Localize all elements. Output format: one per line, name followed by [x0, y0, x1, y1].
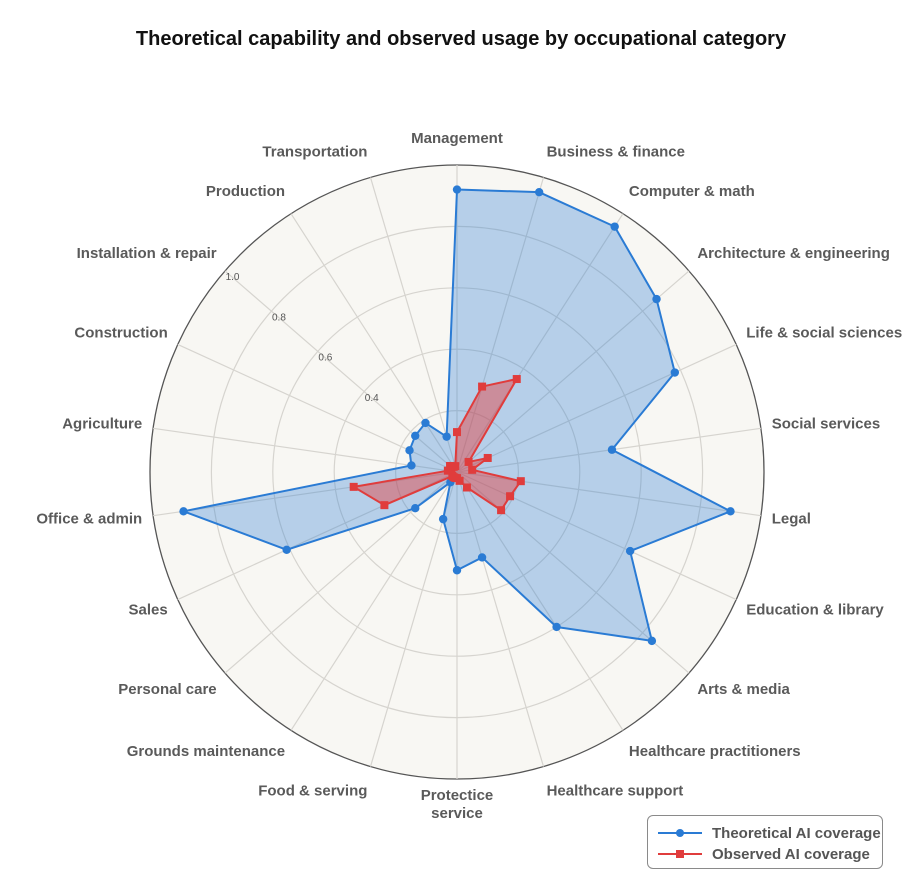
- data-point-theoretical[interactable]: [610, 222, 619, 231]
- data-point-theoretical[interactable]: [405, 446, 414, 455]
- category-label: Computer & math: [629, 183, 755, 200]
- category-label: Grounds maintenance: [127, 743, 285, 760]
- category-label: Education & library: [746, 601, 884, 618]
- data-point-observed[interactable]: [462, 483, 471, 492]
- spoke: [456, 471, 737, 601]
- data-point-observed[interactable]: [468, 465, 477, 474]
- data-point-theoretical[interactable]: [647, 636, 657, 646]
- spoke: [290, 213, 458, 473]
- data-point-theoretical[interactable]: [179, 507, 188, 516]
- category-label: Agriculture: [62, 416, 142, 433]
- data-point-observed[interactable]: [478, 382, 487, 391]
- data-point-observed[interactable]: [453, 428, 461, 437]
- data-point-observed[interactable]: [451, 462, 460, 471]
- tick-label: 1.0: [226, 272, 240, 283]
- spoke: [290, 471, 458, 731]
- data-point-theoretical[interactable]: [411, 503, 420, 513]
- data-point-theoretical[interactable]: [607, 445, 617, 454]
- chart-title: Theoretical capability and observed usag…: [135, 28, 787, 50]
- data-point-theoretical[interactable]: [282, 545, 291, 554]
- spoke: [456, 270, 690, 473]
- category-label: Protectice service: [421, 787, 494, 822]
- category-label: Healthcare practitioners: [629, 743, 801, 760]
- data-point-theoretical[interactable]: [452, 185, 462, 194]
- circle-marker-icon: [658, 829, 702, 837]
- category-label: Business & finance: [547, 143, 685, 160]
- category-label: Construction: [74, 325, 167, 342]
- category-label: Architecture & engineering: [697, 245, 890, 262]
- data-point-observed[interactable]: [497, 506, 506, 515]
- data-point-observed[interactable]: [506, 492, 515, 501]
- data-point-theoretical[interactable]: [726, 507, 735, 516]
- data-point-observed[interactable]: [349, 482, 358, 491]
- data-point-theoretical[interactable]: [421, 418, 430, 428]
- legend-label: Observed AI coverage: [712, 845, 870, 863]
- data-point-theoretical[interactable]: [625, 546, 635, 556]
- data-point-theoretical[interactable]: [452, 566, 462, 575]
- spoke: [153, 427, 458, 473]
- tick-label: 0.6: [318, 353, 332, 364]
- legend-item-theoretical[interactable]: Theoretical AI coverage: [658, 823, 881, 843]
- category-label: Installation & repair: [77, 245, 217, 262]
- spoke: [456, 471, 624, 731]
- spoke: [456, 213, 624, 473]
- data-point-observed[interactable]: [448, 472, 457, 481]
- category-label: Life & social sciences: [746, 325, 902, 342]
- legend-label: Theoretical AI coverage: [712, 824, 881, 842]
- data-point-theoretical[interactable]: [552, 622, 561, 632]
- category-label: Transportation: [262, 143, 367, 160]
- data-point-observed[interactable]: [483, 453, 492, 462]
- data-point-theoretical[interactable]: [438, 514, 448, 524]
- data-point-theoretical[interactable]: [477, 553, 487, 562]
- data-point-theoretical[interactable]: [411, 431, 420, 441]
- spoke: [456, 471, 761, 517]
- data-point-observed[interactable]: [512, 375, 521, 384]
- category-label: Legal: [772, 510, 811, 527]
- category-label: Sales: [129, 601, 168, 618]
- category-label: Healthcare support: [547, 782, 684, 799]
- spoke: [456, 343, 737, 473]
- spoke: [456, 471, 545, 767]
- category-label: Management: [411, 130, 503, 147]
- data-point-observed[interactable]: [380, 501, 389, 510]
- radial-tick-labels: 0.4 0.6 0.8 1.0: [226, 272, 380, 404]
- category-label: Office & admin: [36, 510, 142, 527]
- category-labels: Management Business & finance Computer & m…: [36, 130, 902, 822]
- category-label: Social services: [772, 416, 880, 433]
- radar-series: [179, 185, 735, 646]
- spoke: [369, 177, 458, 473]
- category-label: Production: [206, 183, 285, 200]
- tick-label: 0.8: [272, 312, 286, 323]
- data-point-theoretical[interactable]: [652, 294, 661, 304]
- legend-item-observed[interactable]: Observed AI coverage: [658, 844, 870, 864]
- tick-label: 0.4: [365, 393, 379, 404]
- spoke: [153, 471, 458, 517]
- data-point-theoretical[interactable]: [442, 432, 451, 441]
- spoke: [456, 177, 545, 473]
- data-point-theoretical[interactable]: [534, 187, 544, 197]
- data-point-theoretical[interactable]: [670, 368, 680, 377]
- category-label: Personal care: [118, 681, 216, 698]
- category-label: Arts & media: [697, 681, 790, 698]
- legend: Theoretical AI coverage Observed AI cove…: [647, 815, 883, 869]
- square-marker-icon: [658, 850, 702, 858]
- category-label: Food & serving: [258, 782, 367, 799]
- data-point-observed[interactable]: [464, 457, 473, 466]
- data-point-theoretical[interactable]: [407, 461, 416, 470]
- data-point-observed[interactable]: [516, 477, 525, 486]
- radar-grid: [149, 164, 765, 780]
